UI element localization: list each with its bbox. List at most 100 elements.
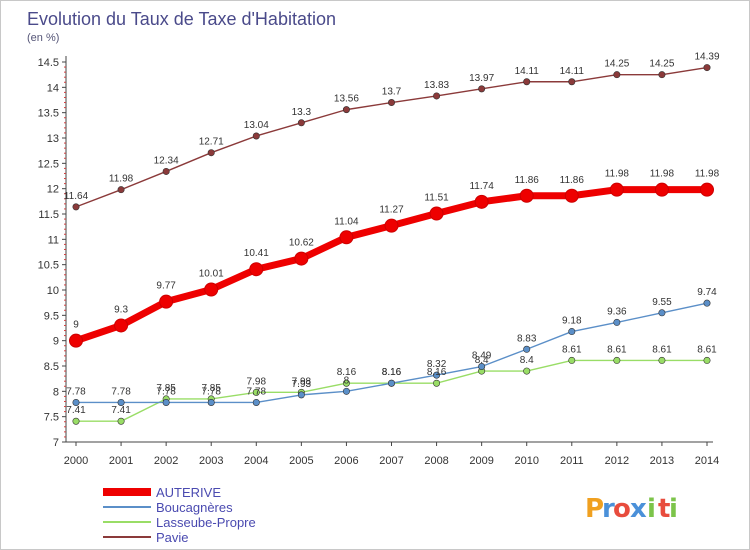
- data-label: 9.74: [697, 287, 717, 298]
- logo-letter: x: [630, 494, 647, 524]
- data-label: 10.62: [289, 238, 314, 249]
- data-point: [117, 398, 125, 406]
- data-label: 7.41: [111, 405, 131, 416]
- data-point: [613, 356, 621, 364]
- data-point: [568, 78, 576, 86]
- data-label: 11.04: [334, 216, 359, 227]
- series-layer: [69, 64, 714, 425]
- chart-title: Evolution du Taux de Taxe d'Habitation: [27, 9, 336, 29]
- data-point: [249, 262, 264, 277]
- data-label: 14.11: [560, 66, 585, 77]
- data-label: 13.56: [334, 94, 359, 105]
- data-label: 7.78: [111, 386, 131, 397]
- data-label: 13.7: [382, 87, 402, 98]
- data-label: 7.78: [247, 386, 267, 397]
- data-labels: 11.64 11.98 12.34 12.71 13.04 13.3 13.56 13.7 13…: [64, 52, 720, 417]
- data-label: 9.18: [562, 316, 582, 327]
- data-point: [72, 398, 80, 406]
- y-tick-label: 8: [53, 386, 59, 398]
- data-label: 8.16: [427, 367, 447, 378]
- data-point: [297, 119, 305, 127]
- x-tick-label: 2002: [154, 455, 178, 467]
- logo-letter: t: [658, 494, 670, 524]
- data-point: [703, 64, 711, 72]
- data-point: [294, 251, 309, 266]
- y-tick-label: 12: [47, 184, 59, 196]
- data-label: 11.74: [469, 181, 494, 192]
- data-point: [564, 188, 579, 203]
- data-point: [117, 186, 125, 194]
- data-point: [387, 99, 395, 107]
- data-label: 8.16: [382, 367, 402, 378]
- legend-label-3: Pavie: [156, 530, 189, 545]
- x-tick-label: 2009: [469, 455, 493, 467]
- data-label: 8.61: [697, 344, 717, 355]
- y-tick-label: 14.5: [38, 57, 59, 69]
- data-label: 8.4: [520, 355, 534, 366]
- data-point: [658, 309, 666, 317]
- data-point: [204, 282, 219, 297]
- y-tick-label: 7: [53, 437, 59, 449]
- data-point: [658, 356, 666, 364]
- data-label: 9.36: [607, 306, 627, 317]
- data-label: 9.55: [652, 297, 672, 308]
- data-label: 12.34: [154, 155, 179, 166]
- x-tick-label: 2006: [334, 455, 358, 467]
- data-point: [523, 367, 531, 375]
- logo-letter: o: [613, 494, 631, 524]
- data-label: 7.78: [201, 386, 221, 397]
- logo-letter: r: [602, 494, 615, 524]
- data-point: [252, 398, 260, 406]
- data-label: 10.01: [199, 268, 224, 279]
- data-point: [297, 391, 305, 399]
- x-tick-label: 2011: [560, 455, 584, 467]
- data-point: [117, 417, 125, 425]
- data-label: 7.41: [66, 405, 86, 416]
- data-point: [72, 203, 80, 211]
- y-tick-label: 14: [47, 82, 59, 94]
- data-label: 7.98: [247, 376, 267, 387]
- data-point: [252, 388, 260, 396]
- data-label: 11.98: [695, 169, 720, 180]
- data-point: [342, 387, 350, 395]
- data-label: 7.78: [156, 386, 176, 397]
- data-label: 11.86: [560, 175, 585, 186]
- data-point: [159, 294, 174, 309]
- y-tick-label: 13.5: [38, 108, 59, 120]
- y-tick-label: 12.5: [38, 158, 59, 170]
- data-point: [433, 92, 441, 100]
- data-point: [252, 132, 260, 140]
- x-tick-label: 2010: [514, 455, 538, 467]
- logo-letter: i: [669, 494, 678, 524]
- data-label: 8.32: [427, 359, 447, 370]
- data-label: 11.64: [64, 191, 89, 202]
- data-label: 12.71: [199, 137, 224, 148]
- data-label: 7.85: [201, 383, 221, 394]
- data-label: 11.98: [650, 169, 675, 180]
- axes: 7 7.5 8 8.5 9 9.5 10 10.5 11 11.5 12 12.5 13 13.5 14 14…: [38, 56, 719, 467]
- data-label: 14.39: [694, 52, 719, 63]
- data-label: 7.93: [292, 379, 312, 390]
- x-tick-label: 2004: [244, 455, 268, 467]
- data-point: [478, 363, 486, 371]
- data-label: 7.98: [292, 376, 312, 387]
- data-point: [568, 356, 576, 364]
- data-label: 8.61: [607, 344, 627, 355]
- logo-letter: i: [647, 494, 656, 524]
- data-point: [207, 398, 215, 406]
- x-tick-label: 2001: [109, 455, 133, 467]
- y-tick-label: 8.5: [44, 361, 59, 373]
- x-tick-label: 2007: [379, 455, 403, 467]
- data-label: 8.83: [517, 333, 537, 344]
- data-label: 14.25: [604, 59, 629, 70]
- data-label: 11.51: [424, 192, 449, 203]
- data-point: [384, 218, 399, 233]
- x-tick-label: 2012: [605, 455, 629, 467]
- data-point: [658, 71, 666, 79]
- data-label: 11.86: [515, 175, 540, 186]
- x-tick-label: 2014: [695, 455, 719, 467]
- x-tick-label: 2008: [424, 455, 448, 467]
- logo-letter: P: [585, 494, 604, 524]
- data-label: 9.3: [114, 304, 128, 315]
